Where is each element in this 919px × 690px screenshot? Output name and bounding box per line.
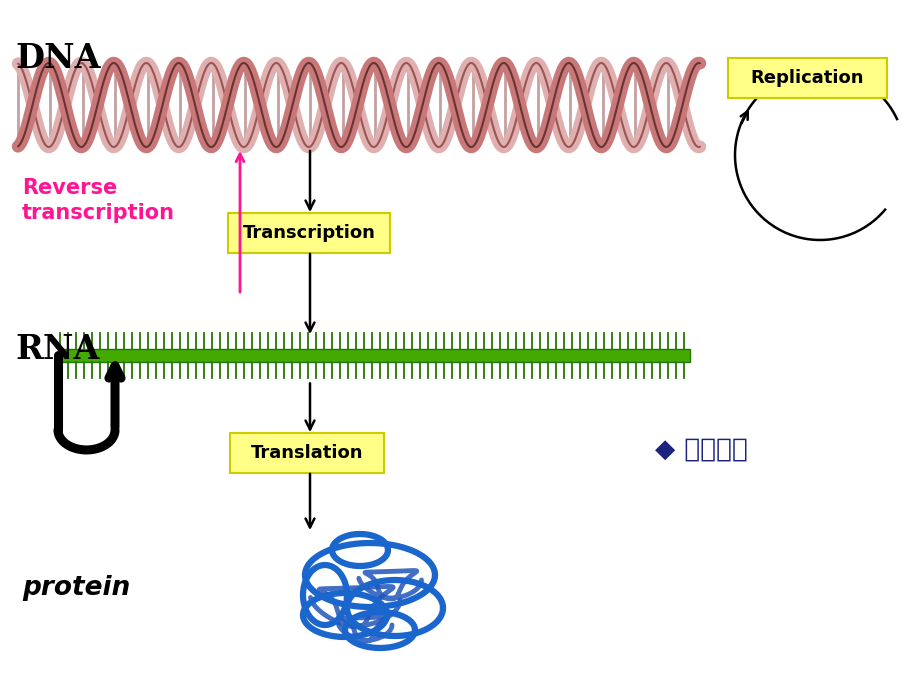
Text: RNA: RNA (15, 333, 99, 366)
Text: DNA: DNA (15, 42, 100, 75)
Text: Transcription: Transcription (243, 224, 375, 242)
Text: protein: protein (22, 575, 130, 601)
Text: Translation: Translation (251, 444, 363, 462)
Text: Replication: Replication (750, 69, 863, 87)
FancyBboxPatch shape (727, 58, 886, 98)
Text: ◆ 中心法则: ◆ 中心法则 (654, 437, 747, 463)
Text: Reverse
transcription: Reverse transcription (22, 178, 175, 223)
Bar (60, 348, 689, 362)
FancyBboxPatch shape (228, 213, 390, 253)
FancyBboxPatch shape (230, 433, 383, 473)
